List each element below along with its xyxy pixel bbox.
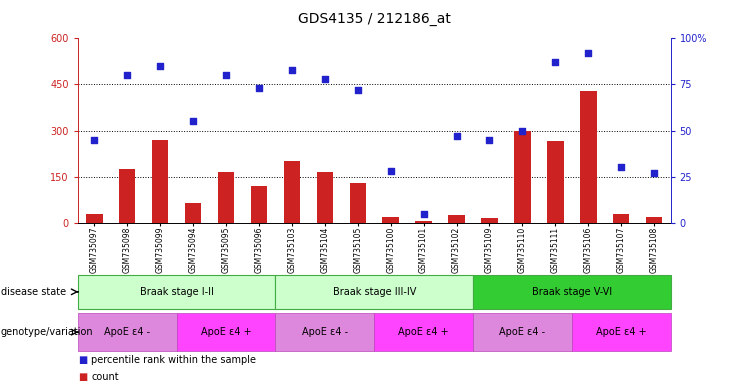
Bar: [316, 172, 333, 223]
Bar: [119, 169, 136, 223]
Point: [220, 72, 232, 78]
Point: [648, 170, 660, 176]
Point: [352, 87, 364, 93]
Bar: [572, 313, 671, 351]
Text: ApoE ε4 +: ApoE ε4 +: [596, 327, 646, 337]
Bar: [547, 141, 564, 223]
Bar: [276, 313, 374, 351]
Text: disease state: disease state: [1, 287, 66, 297]
Text: ApoE ε4 +: ApoE ε4 +: [399, 327, 449, 337]
Point: [154, 63, 166, 69]
Point: [549, 59, 561, 65]
Text: Braak stage III-IV: Braak stage III-IV: [333, 287, 416, 297]
Text: genotype/variation: genotype/variation: [1, 327, 93, 337]
Bar: [448, 215, 465, 223]
Text: Braak stage I-II: Braak stage I-II: [139, 287, 213, 297]
Bar: [613, 214, 629, 223]
Bar: [473, 275, 671, 309]
Bar: [176, 313, 276, 351]
Text: ApoE ε4 -: ApoE ε4 -: [499, 327, 545, 337]
Bar: [374, 313, 473, 351]
Bar: [78, 275, 276, 309]
Point: [451, 133, 462, 139]
Point: [187, 118, 199, 124]
Text: ■: ■: [78, 355, 87, 365]
Bar: [218, 172, 234, 223]
Text: ApoE ε4 -: ApoE ε4 -: [104, 327, 150, 337]
Bar: [416, 221, 432, 223]
Point: [286, 67, 298, 73]
Point: [418, 210, 430, 217]
Point: [484, 137, 496, 143]
Bar: [284, 161, 300, 223]
Bar: [78, 313, 176, 351]
Point: [516, 127, 528, 134]
Bar: [382, 217, 399, 223]
Bar: [481, 218, 498, 223]
Bar: [185, 203, 202, 223]
Text: ApoE ε4 -: ApoE ε4 -: [302, 327, 348, 337]
Bar: [514, 131, 531, 223]
Bar: [276, 275, 473, 309]
Point: [615, 164, 627, 170]
Point: [88, 137, 100, 143]
Bar: [646, 217, 662, 223]
Bar: [250, 186, 268, 223]
Text: ApoE ε4 +: ApoE ε4 +: [201, 327, 251, 337]
Text: percentile rank within the sample: percentile rank within the sample: [91, 355, 256, 365]
Point: [122, 72, 133, 78]
Text: Braak stage V-VI: Braak stage V-VI: [532, 287, 612, 297]
Point: [385, 168, 396, 174]
Text: ■: ■: [78, 372, 87, 382]
Point: [582, 50, 594, 56]
Text: GDS4135 / 212186_at: GDS4135 / 212186_at: [298, 12, 451, 25]
Point: [253, 85, 265, 91]
Bar: [350, 183, 366, 223]
Text: count: count: [91, 372, 119, 382]
Bar: [86, 214, 102, 223]
Point: [319, 76, 330, 82]
Bar: [580, 91, 597, 223]
Bar: [473, 313, 572, 351]
Bar: [152, 140, 168, 223]
